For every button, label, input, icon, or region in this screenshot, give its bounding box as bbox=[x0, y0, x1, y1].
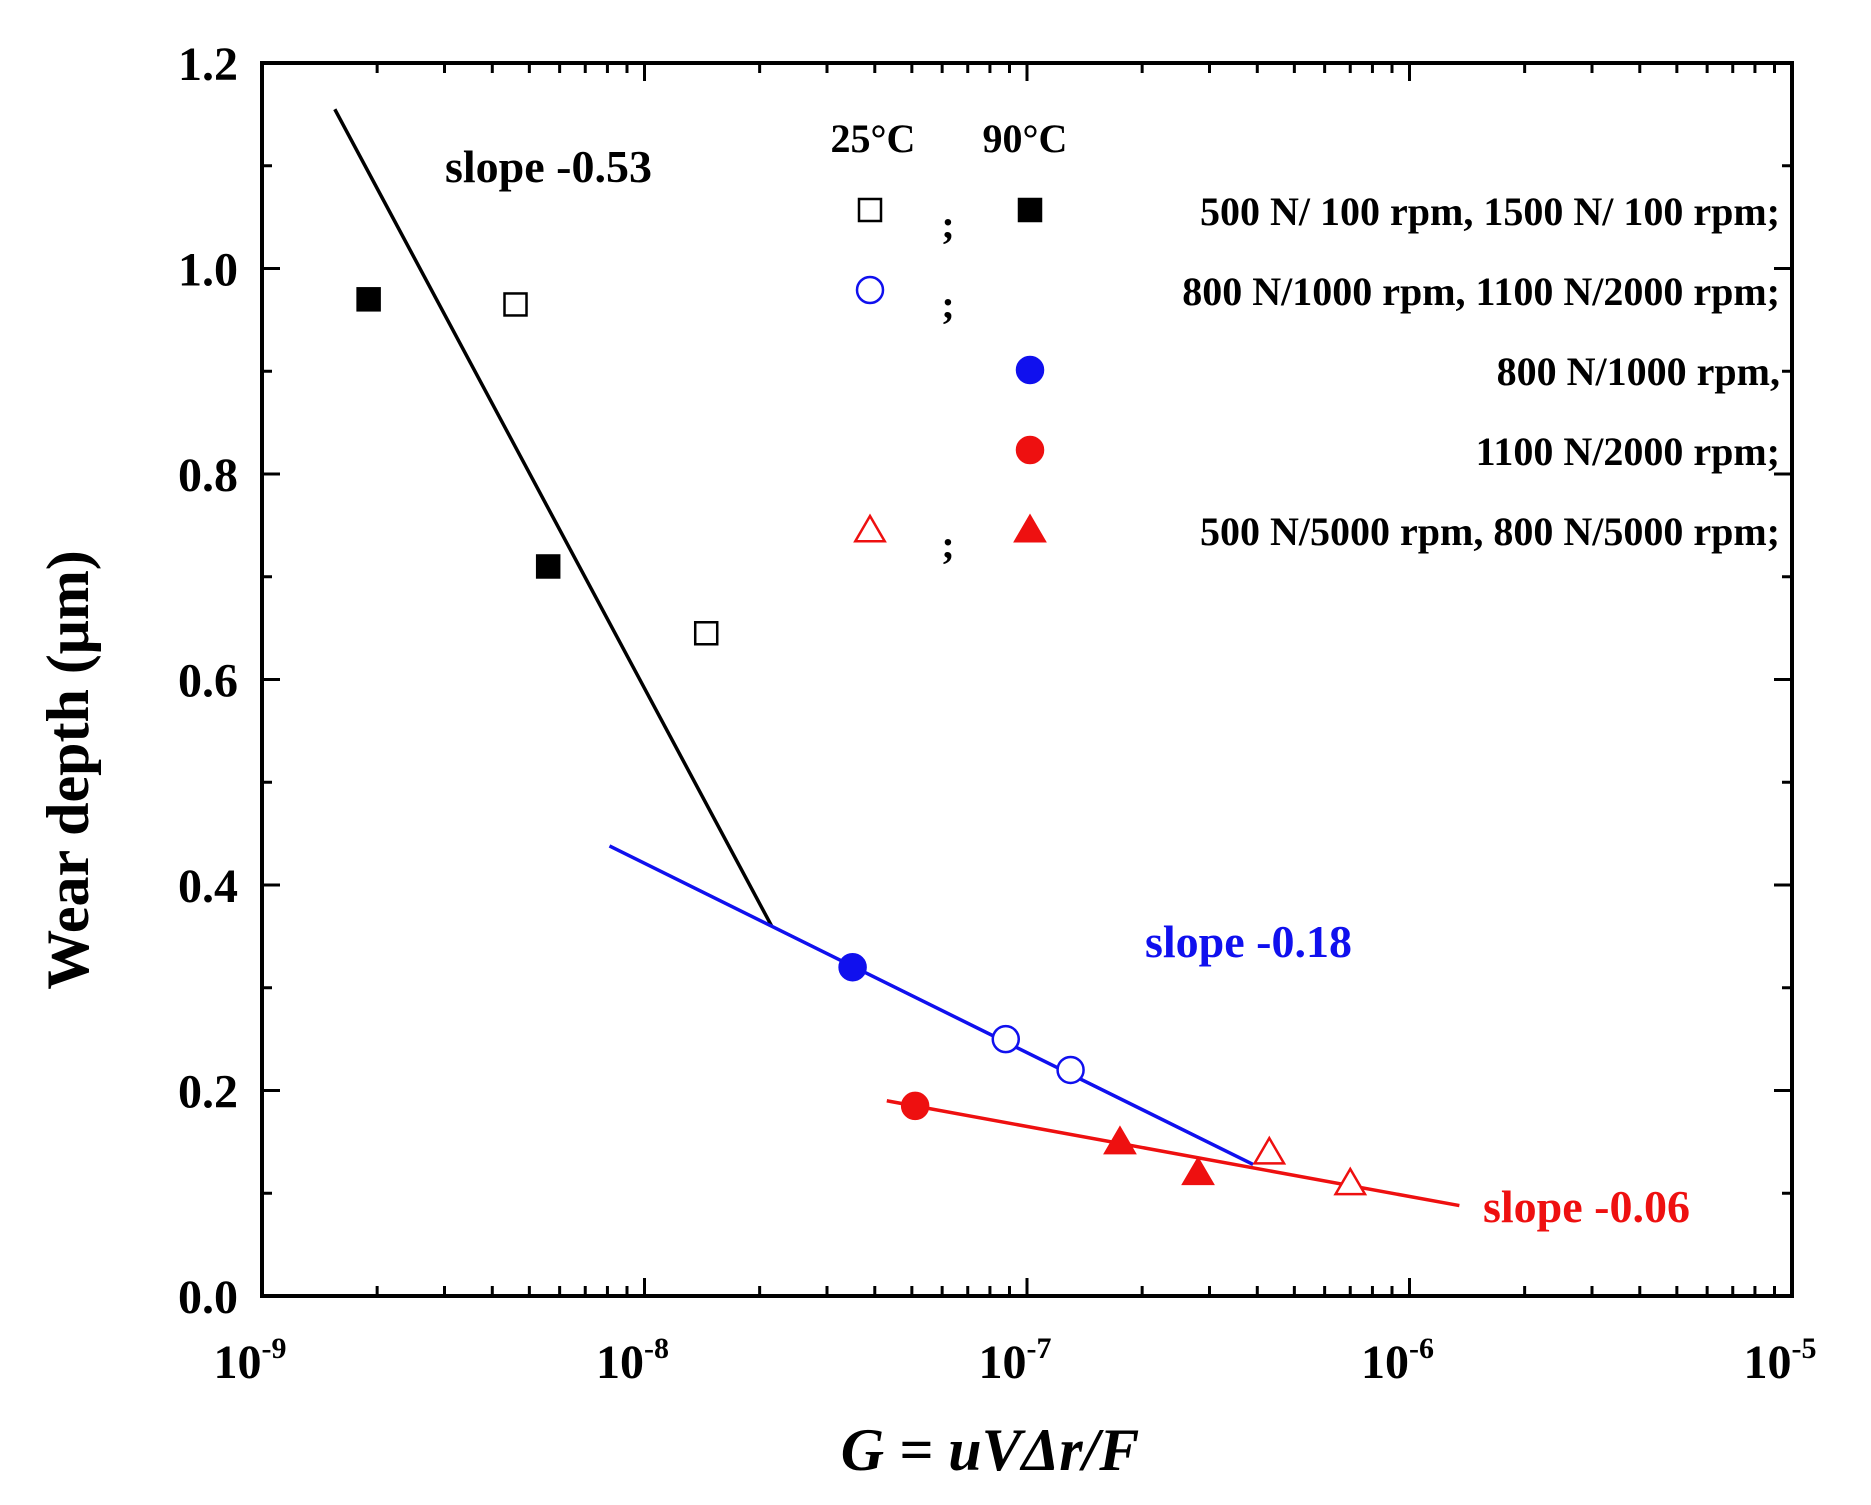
y-tick-label: 0.0 bbox=[178, 1271, 238, 1324]
x-tick-base: 10 bbox=[1744, 1336, 1792, 1389]
fit-line-red bbox=[886, 1099, 1460, 1208]
fit-line-black bbox=[333, 108, 774, 927]
data-point-circle-open-blue bbox=[991, 1024, 1021, 1054]
legend-marker-90c bbox=[1015, 355, 1045, 385]
legend-marker-90c bbox=[1017, 197, 1043, 223]
y-tick-label: 0.2 bbox=[178, 1066, 238, 1119]
x-tick-label: 10-8 bbox=[596, 1332, 669, 1389]
x-tick-exponent: -9 bbox=[262, 1332, 287, 1365]
y-axis-title: Wear depth (μm) bbox=[35, 550, 101, 990]
x-tick-exponent: -7 bbox=[1027, 1332, 1052, 1365]
x-tick-exponent: -5 bbox=[1792, 1332, 1817, 1365]
legend-entry-text: 800 N/1000 rpm, bbox=[1497, 349, 1780, 394]
axes-group: 10-9 10-8 10-7 10-6 10-50.00.20.40.60.81.01.… bbox=[178, 38, 1817, 1389]
legend-separator: ; bbox=[941, 202, 954, 247]
legend-separator: ; bbox=[941, 522, 954, 567]
data-point-triangle-filled-red bbox=[1181, 1156, 1215, 1186]
legend-entry-text: 800 N/1000 rpm, 1100 N/2000 rpm; bbox=[1182, 269, 1780, 314]
legend-marker-25c bbox=[853, 513, 887, 543]
x-tick-label: 10-5 bbox=[1744, 1332, 1817, 1389]
legend-entry-text: 500 N/5000 rpm, 800 N/5000 rpm; bbox=[1200, 509, 1780, 554]
x-tick-exponent: -8 bbox=[644, 1332, 669, 1365]
data-point-square-filled-black bbox=[535, 554, 561, 579]
y-tick-label: 1.2 bbox=[178, 38, 238, 91]
legend-header-25c: 25°C bbox=[831, 116, 916, 161]
fit-lines-group bbox=[333, 108, 1460, 1208]
legend-marker-90c bbox=[1015, 435, 1045, 465]
x-tick-base: 10 bbox=[979, 1336, 1027, 1389]
data-point-circle-open-blue bbox=[1056, 1055, 1085, 1085]
data-point-square-open-black bbox=[693, 621, 719, 646]
x-tick-exponent: -6 bbox=[1409, 1332, 1434, 1365]
data-point-triangle-open-red bbox=[1333, 1166, 1368, 1196]
y-tick-label: 0.8 bbox=[178, 449, 238, 502]
legend-separator: ; bbox=[941, 282, 954, 327]
x-axis-title: G = uVΔr/F bbox=[841, 1417, 1140, 1483]
data-point-circle-filled-red bbox=[900, 1091, 930, 1121]
slope-label-blue: slope -0.18 bbox=[1145, 916, 1352, 967]
x-tick-label: 10-7 bbox=[979, 1332, 1052, 1389]
plot-frame bbox=[260, 61, 1794, 1298]
legend-entry-text: 1100 N/2000 rpm; bbox=[1476, 429, 1780, 474]
legend-entry-text: 500 N/ 100 rpm, 1500 N/ 100 rpm; bbox=[1200, 189, 1780, 234]
y-tick-label: 0.4 bbox=[178, 860, 238, 913]
data-points-group bbox=[356, 287, 1368, 1196]
x-tick-label: 10-9 bbox=[214, 1332, 287, 1389]
slope-label-red: slope -0.06 bbox=[1483, 1181, 1690, 1232]
legend: 25°C 90°C; 500 N/ 100 rpm, 1500 N/ 100 rpm… bbox=[831, 116, 1780, 567]
annotations-group: slope -0.53 slope -0.18 slope -0.06 bbox=[445, 141, 1690, 1232]
data-point-square-filled-black bbox=[356, 287, 381, 312]
data-point-square-open-black bbox=[503, 292, 528, 317]
data-point-triangle-filled-red bbox=[1103, 1125, 1137, 1155]
slope-label-black: slope -0.53 bbox=[445, 141, 652, 192]
x-tick-base: 10 bbox=[1361, 1336, 1409, 1389]
x-tick-label: 10-6 bbox=[1361, 1332, 1434, 1389]
legend-marker-25c bbox=[855, 275, 885, 305]
y-tick-label: 0.6 bbox=[178, 655, 238, 708]
x-tick-base: 10 bbox=[596, 1336, 644, 1389]
legend-marker-90c bbox=[1013, 513, 1047, 543]
data-point-triangle-open-red bbox=[1252, 1135, 1287, 1165]
legend-marker-25c bbox=[857, 197, 883, 223]
fit-line-blue bbox=[608, 844, 1254, 1167]
legend-header-90c: 90°C bbox=[983, 116, 1068, 161]
y-tick-label: 1.0 bbox=[178, 244, 238, 297]
data-point-circle-filled-blue bbox=[838, 952, 867, 982]
x-tick-base: 10 bbox=[214, 1336, 262, 1389]
